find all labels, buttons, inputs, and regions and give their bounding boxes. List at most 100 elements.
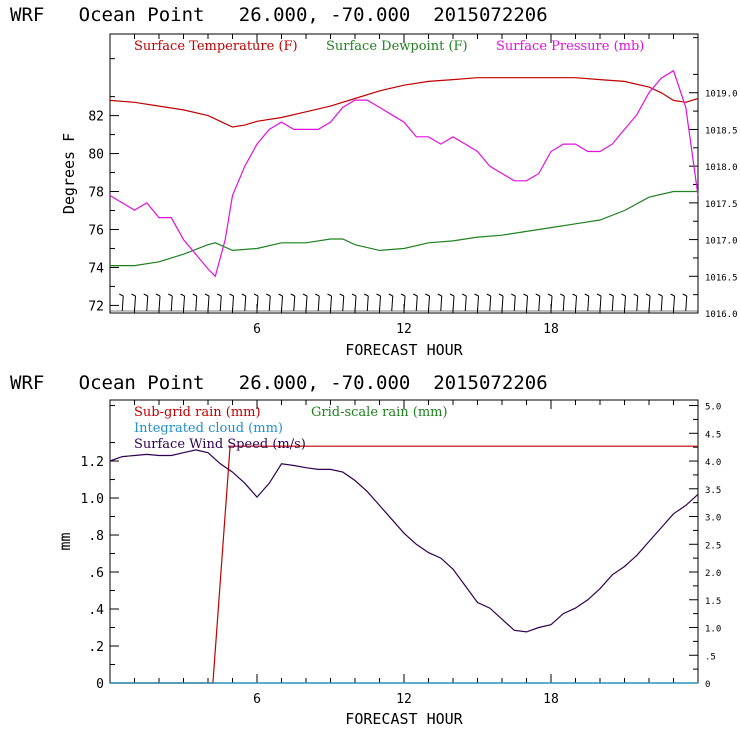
y2-tick-label: 2.0 xyxy=(705,569,721,579)
wind-barb-staff xyxy=(673,295,675,312)
wind-barb-flag xyxy=(192,293,197,297)
x-axis-label: FORECAST HOUR xyxy=(345,341,463,359)
wind-barb-flag xyxy=(302,293,308,297)
y-axis-label: Degrees F xyxy=(60,133,78,214)
y2-tick-label: 5.0 xyxy=(705,403,721,413)
y-tick-label: 80 xyxy=(88,148,104,163)
wind-barb-flag xyxy=(474,293,479,297)
wind-barb-staff xyxy=(660,295,663,312)
wind-barb-staff xyxy=(268,295,271,312)
wind-barb-flag xyxy=(682,293,687,297)
wind-barb-staff xyxy=(452,295,455,312)
chart-header: WRF Ocean Point 26.000, -70.000 20150722… xyxy=(10,372,548,394)
legend-entry: Surface Pressure (mb) xyxy=(496,39,644,54)
x-axis-label: FORECAST HOUR xyxy=(345,710,463,728)
wind-barb-flag xyxy=(621,293,626,297)
chart-header: WRF Ocean Point 26.000, -70.000 20150722… xyxy=(10,4,548,26)
legend-entry: Sub-grid rain (mm) xyxy=(134,405,261,420)
wind-barb-staff xyxy=(146,295,149,312)
wind-barb-flag xyxy=(253,293,259,297)
wind-barb-flag xyxy=(523,293,528,297)
wind-barb-staff xyxy=(293,295,296,312)
wind-barb-staff xyxy=(366,295,369,312)
wind-barb-staff xyxy=(232,295,234,312)
y2-tick-label: 1.5 xyxy=(705,597,721,607)
wind-barb-staff xyxy=(550,295,553,312)
wind-barb-flag xyxy=(278,293,283,297)
wind-barb-staff xyxy=(330,295,332,312)
y-tick-label: 1.2 xyxy=(81,455,104,470)
wind-barb-flag xyxy=(572,293,577,297)
y2-tick-label: 4.0 xyxy=(705,458,721,468)
wind-barb-staff xyxy=(317,295,320,312)
wind-barb-flag xyxy=(327,293,332,297)
x-tick-label: 18 xyxy=(543,322,559,337)
y-tick-label: 1.0 xyxy=(81,492,104,507)
series-line-surface-pressure-mb xyxy=(109,69,699,278)
wind-barb-staff xyxy=(526,295,528,312)
x-tick-label: 18 xyxy=(543,692,559,707)
legend-entry: Surface Temperature (F) xyxy=(134,39,298,54)
wind-barb-flag xyxy=(400,293,406,297)
wind-barb-staff xyxy=(379,295,381,312)
wind-barb-staff xyxy=(415,295,418,312)
wind-barb-flag xyxy=(119,293,124,297)
wind-barb-staff xyxy=(391,295,394,312)
wind-barb-flag xyxy=(180,293,185,297)
wind-barb-flag xyxy=(315,293,320,297)
wind-barb-flag xyxy=(584,293,589,297)
y2-tick-label: 3.0 xyxy=(705,514,721,524)
wind-barb-staff xyxy=(342,295,345,312)
series-line-surface-dewpoint-f xyxy=(110,190,698,267)
wind-barb-staff xyxy=(121,295,124,312)
wind-barb-flag xyxy=(241,293,246,297)
x-tick-label: 6 xyxy=(253,322,261,337)
x-tick-label: 6 xyxy=(253,692,261,707)
wind-barb-flag xyxy=(155,293,161,297)
wind-barb-staff xyxy=(685,295,688,312)
wind-barb-staff xyxy=(513,295,516,312)
y2-tick-label: .5 xyxy=(705,652,716,662)
y-tick-label: 76 xyxy=(88,223,104,238)
y-tick-label: 72 xyxy=(88,299,104,314)
y2-tick-label: 1018.5 xyxy=(705,126,738,136)
wind-barb-staff xyxy=(599,295,602,312)
y2-tick-label: 2.5 xyxy=(705,541,721,551)
legend-entry: Surface Dewpoint (F) xyxy=(326,39,468,54)
y2-tick-label: 1017.5 xyxy=(705,200,738,210)
wind-barb-staff xyxy=(624,295,626,312)
y2-tick-label: 0 xyxy=(705,680,710,690)
wind-barb-staff xyxy=(464,295,467,312)
y2-tick-label: 1016.5 xyxy=(705,273,738,283)
wind-barb-flag xyxy=(168,293,173,297)
wind-barb-flag xyxy=(560,293,565,297)
legend-entry: Surface Wind Speed (m/s) xyxy=(134,437,306,452)
wind-barb-flag xyxy=(449,293,455,297)
y-tick-label: .2 xyxy=(88,640,104,655)
y-tick-label: 0 xyxy=(96,677,104,692)
y-tick-label: .6 xyxy=(88,566,104,581)
y2-tick-label: 1017.0 xyxy=(705,237,738,247)
wind-barb-flag xyxy=(511,293,516,297)
wind-barb-staff xyxy=(244,295,247,312)
y2-tick-label: 3.5 xyxy=(705,486,721,496)
y2-tick-label: 1018.0 xyxy=(705,163,738,173)
wind-barb-staff xyxy=(195,295,198,312)
wind-barb-flag xyxy=(535,293,540,297)
series-line-surface-temperature-f xyxy=(109,77,699,128)
y-tick-label: 78 xyxy=(88,186,104,201)
y-tick-label: .8 xyxy=(88,529,104,544)
legend-entry: Grid-scale rain (mm) xyxy=(311,405,448,420)
wind-barb-flag xyxy=(425,293,430,297)
wind-barb-flag xyxy=(547,293,553,297)
wind-barb-flag xyxy=(609,293,614,297)
wind-barb-staff xyxy=(636,295,639,312)
wind-barb-staff xyxy=(440,295,443,312)
y-tick-label: 82 xyxy=(88,110,104,125)
wind-barb-flag xyxy=(364,293,369,297)
series-line-sub-grid-rain-mm xyxy=(110,445,698,684)
x-tick-label: 12 xyxy=(396,692,412,707)
wind-barb-staff xyxy=(354,295,357,312)
y-axis-label: mm xyxy=(56,532,74,550)
